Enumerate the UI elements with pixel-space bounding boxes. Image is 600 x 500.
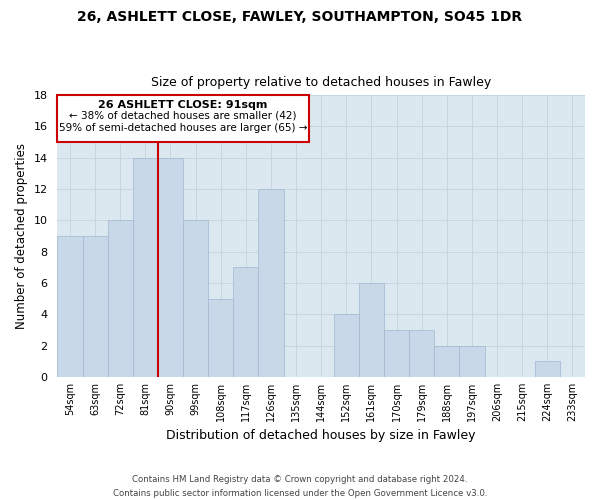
Bar (460, 346, 485, 377)
Bar (535, 362, 560, 377)
Bar (83, 236, 107, 377)
Y-axis label: Number of detached properties: Number of detached properties (15, 143, 28, 329)
Bar (384, 330, 409, 377)
Bar (107, 220, 133, 377)
Text: 26 ASHLETT CLOSE: 91sqm: 26 ASHLETT CLOSE: 91sqm (98, 100, 268, 110)
FancyBboxPatch shape (58, 95, 308, 142)
Text: 59% of semi-detached houses are larger (65) →: 59% of semi-detached houses are larger (… (59, 122, 307, 132)
Title: Size of property relative to detached houses in Fawley: Size of property relative to detached ho… (151, 76, 491, 90)
Text: Contains HM Land Registry data © Crown copyright and database right 2024.
Contai: Contains HM Land Registry data © Crown c… (113, 476, 487, 498)
Bar (334, 314, 359, 377)
Bar (183, 220, 208, 377)
Bar (133, 158, 158, 377)
X-axis label: Distribution of detached houses by size in Fawley: Distribution of detached houses by size … (166, 430, 476, 442)
Bar (359, 283, 384, 377)
Bar (259, 189, 284, 377)
Bar (208, 298, 233, 377)
Text: ← 38% of detached houses are smaller (42): ← 38% of detached houses are smaller (42… (69, 111, 297, 121)
Bar (158, 158, 183, 377)
Text: 26, ASHLETT CLOSE, FAWLEY, SOUTHAMPTON, SO45 1DR: 26, ASHLETT CLOSE, FAWLEY, SOUTHAMPTON, … (77, 10, 523, 24)
Bar (409, 330, 434, 377)
Bar (58, 236, 83, 377)
Bar (434, 346, 460, 377)
Bar (233, 267, 259, 377)
